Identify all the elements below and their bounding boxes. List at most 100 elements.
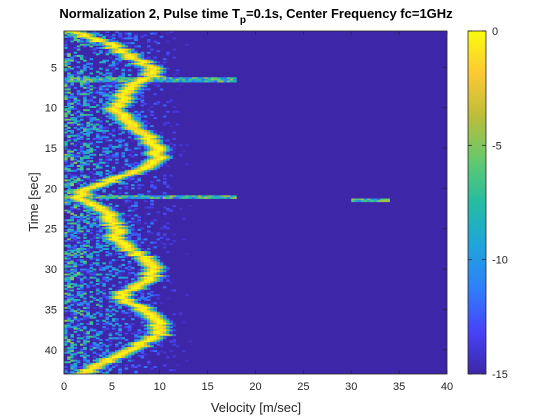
heatmap-cell bbox=[153, 330, 157, 333]
heatmap-cell bbox=[105, 67, 110, 70]
heatmap-cell bbox=[118, 340, 122, 343]
heatmap-cell bbox=[108, 196, 113, 199]
heatmap-cell bbox=[83, 80, 87, 83]
heatmap-cell bbox=[131, 121, 135, 124]
heatmap-cell bbox=[143, 145, 148, 148]
heatmap-cell bbox=[105, 184, 110, 187]
heatmap-cell bbox=[169, 78, 173, 81]
heatmap-cell bbox=[111, 337, 116, 340]
heatmap-cell bbox=[140, 276, 145, 279]
heatmap-cell bbox=[95, 246, 100, 249]
heatmap-cell bbox=[153, 166, 157, 169]
heatmap-cell bbox=[115, 310, 119, 313]
heatmap-cell bbox=[67, 74, 71, 77]
heatmap-cell bbox=[105, 224, 110, 227]
heatmap-cell bbox=[140, 302, 145, 305]
heatmap-cell bbox=[118, 174, 122, 177]
heatmap-cell bbox=[76, 123, 81, 126]
heatmap-cell bbox=[137, 82, 141, 85]
heatmap-cell bbox=[67, 188, 71, 191]
heatmap-cell bbox=[143, 275, 148, 278]
heatmap-cell bbox=[162, 192, 167, 195]
heatmap-cell bbox=[162, 80, 167, 83]
heatmap-cell bbox=[115, 343, 119, 346]
heatmap-cell bbox=[108, 72, 113, 75]
heatmap-cell bbox=[70, 356, 74, 359]
heatmap-cell bbox=[169, 152, 173, 155]
heatmap-cell bbox=[108, 233, 113, 236]
heatmap-cell bbox=[376, 200, 381, 203]
heatmap-cell bbox=[134, 311, 138, 314]
heatmap-cell bbox=[99, 359, 103, 362]
heatmap-cell bbox=[99, 77, 103, 80]
heatmap-cell bbox=[111, 50, 116, 53]
heatmap-cell bbox=[162, 235, 167, 238]
heatmap-cell bbox=[95, 129, 100, 132]
heatmap-cell bbox=[150, 168, 154, 171]
heatmap-cell bbox=[73, 254, 78, 257]
heatmap-cell bbox=[108, 48, 113, 51]
heatmap-cell bbox=[67, 58, 71, 61]
heatmap-cell bbox=[166, 78, 170, 81]
heatmap-cell bbox=[153, 260, 157, 263]
heatmap-cell bbox=[111, 182, 116, 185]
heatmap-cell bbox=[105, 117, 110, 120]
heatmap-cell bbox=[105, 208, 110, 211]
heatmap-cell bbox=[67, 120, 71, 123]
heatmap-cell bbox=[83, 225, 87, 228]
heatmap-cell bbox=[143, 283, 148, 286]
heatmap-cell bbox=[64, 31, 68, 33]
heatmap-cell bbox=[172, 137, 177, 140]
heatmap-cell bbox=[156, 327, 161, 330]
heatmap-cell bbox=[86, 176, 90, 179]
heatmap-cell bbox=[76, 134, 81, 137]
heatmap-cell bbox=[118, 353, 122, 356]
heatmap-cell bbox=[89, 275, 94, 278]
heatmap-cell bbox=[64, 235, 68, 238]
heatmap-cell bbox=[121, 291, 126, 294]
heatmap-cell bbox=[70, 216, 74, 219]
heatmap-cell bbox=[99, 227, 103, 230]
heatmap-cell bbox=[67, 184, 71, 187]
heatmap-cell bbox=[146, 70, 151, 73]
heatmap-cell bbox=[140, 165, 145, 168]
heatmap-cell bbox=[99, 313, 103, 316]
heatmap-cell bbox=[102, 42, 106, 45]
heatmap-cell bbox=[95, 299, 100, 302]
heatmap-cell bbox=[70, 316, 74, 319]
heatmap-cell bbox=[143, 123, 148, 126]
heatmap-cell bbox=[108, 367, 113, 370]
heatmap-cell bbox=[162, 158, 167, 161]
heatmap-cell bbox=[140, 196, 145, 199]
heatmap-cell bbox=[127, 51, 132, 54]
heatmap-cell bbox=[73, 249, 78, 252]
heatmap-cell bbox=[159, 165, 164, 168]
heatmap-cell bbox=[185, 78, 189, 81]
heatmap-cell bbox=[169, 369, 173, 372]
heatmap-cell bbox=[118, 188, 122, 191]
heatmap-cell bbox=[121, 303, 126, 306]
x-tick-label: 20 bbox=[249, 381, 261, 393]
heatmap-cell bbox=[146, 260, 151, 263]
heatmap-cell bbox=[73, 139, 78, 142]
heatmap-cell bbox=[86, 203, 90, 206]
heatmap-cell bbox=[102, 281, 106, 284]
heatmap-cell bbox=[76, 136, 81, 139]
heatmap-cell bbox=[143, 254, 148, 257]
heatmap-cell bbox=[67, 99, 71, 102]
heatmap-cell bbox=[99, 230, 103, 233]
heatmap-cell bbox=[159, 72, 164, 75]
heatmap-cell bbox=[83, 342, 87, 345]
heatmap-cell bbox=[86, 201, 90, 204]
heatmap-cell bbox=[86, 214, 90, 217]
heatmap-cell bbox=[143, 78, 148, 81]
heatmap-cell bbox=[79, 32, 84, 35]
heatmap-cell bbox=[105, 59, 110, 62]
heatmap-cell bbox=[150, 163, 154, 166]
heatmap-cell bbox=[137, 299, 141, 302]
heatmap-cell bbox=[89, 206, 94, 209]
heatmap-cell bbox=[150, 267, 154, 270]
heatmap-cell bbox=[67, 332, 71, 335]
heatmap-cell bbox=[76, 182, 81, 185]
heatmap-cell bbox=[76, 177, 81, 180]
